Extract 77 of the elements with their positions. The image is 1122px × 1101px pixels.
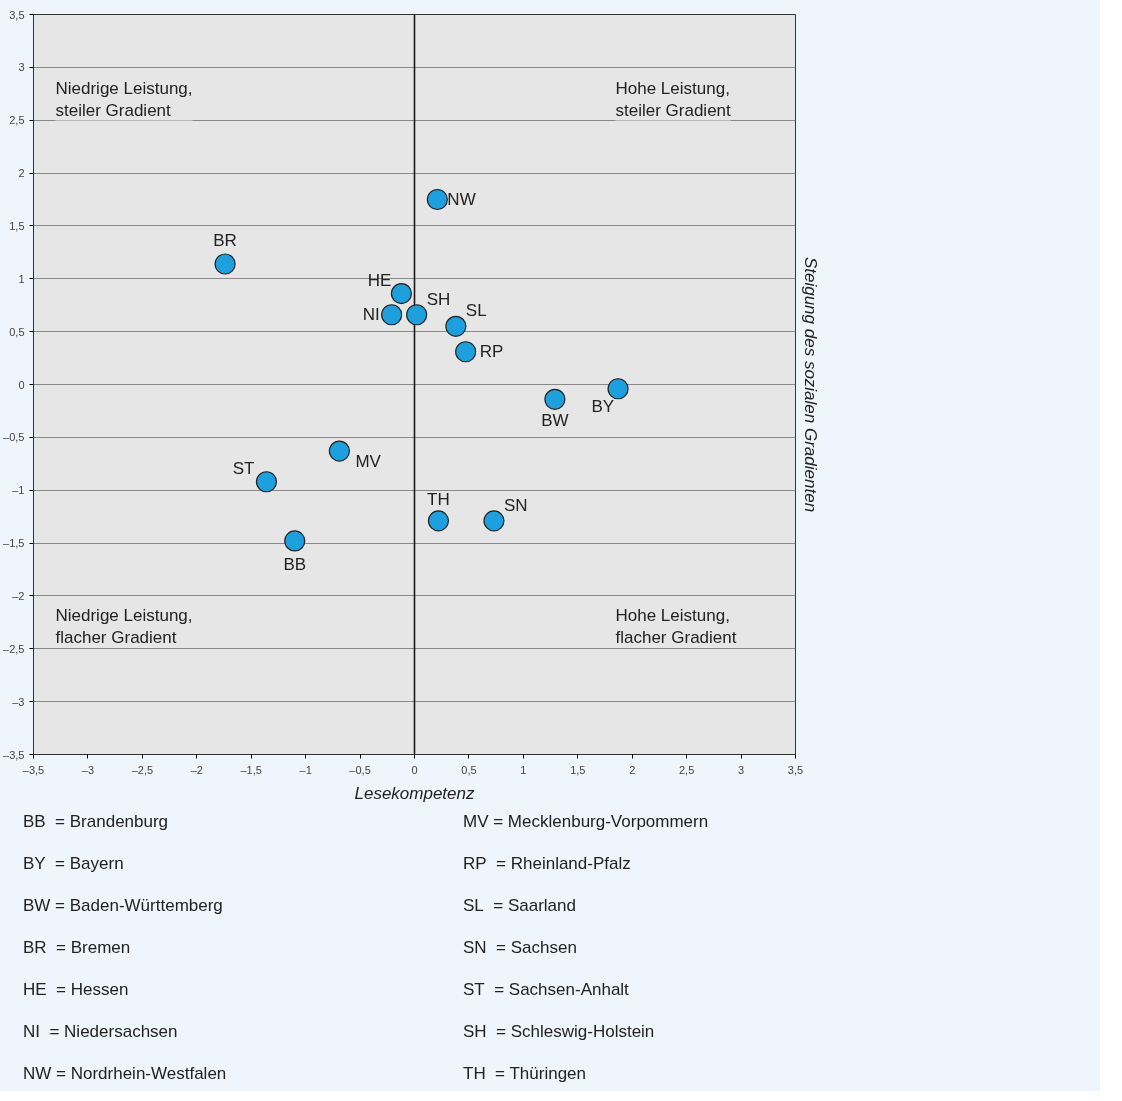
series-label: ST <box>232 458 255 478</box>
series-label: RP <box>479 342 504 362</box>
series-label: NI <box>362 305 380 325</box>
point <box>406 304 428 326</box>
point <box>483 510 505 532</box>
text: MV = Mecklenburg-Vorpommern <box>463 811 709 833</box>
text: SN = Sachsen <box>463 937 577 959</box>
series-label: HE <box>367 270 392 290</box>
point <box>544 388 566 410</box>
x-tick-label: 3 <box>738 763 745 776</box>
point <box>328 440 350 462</box>
x-tick-label: 2,5 <box>679 763 695 776</box>
x-tick-label: –2 <box>190 763 203 776</box>
point <box>607 378 629 400</box>
point <box>214 253 236 275</box>
annotation: Hohe Leistung, steiler Gradient <box>615 78 732 121</box>
x-tick-label: 2 <box>629 763 636 776</box>
y-tick-label: –1,5 <box>3 537 25 550</box>
point <box>445 315 467 337</box>
series-label: SL <box>465 301 487 321</box>
y-tick-label: –3,5 <box>3 748 25 761</box>
y-axis-title: Steigung des sozialen Gradienten <box>800 256 820 513</box>
text: RP = Rheinland-Pfalz <box>463 853 631 875</box>
y-tick-label: 0 <box>18 378 25 391</box>
y-tick-label: –2,5 <box>3 642 25 655</box>
point <box>455 341 477 363</box>
y-tick-label: 2,5 <box>9 114 25 127</box>
x-tick-label: 1 <box>520 763 527 776</box>
x-tick-label: –1,5 <box>240 763 262 776</box>
series-label: NW <box>447 190 476 209</box>
text: TH = Thüringen <box>463 1063 587 1085</box>
text: ST = Sachsen-Anhalt <box>463 979 629 1001</box>
x-tick-label: –1 <box>299 763 312 776</box>
text: BY = Bayern <box>23 853 124 875</box>
series-label: SH <box>426 289 451 309</box>
text: NI = Niedersachsen <box>23 1021 178 1043</box>
annotation: Niedrige Leistung, flacher Gradient <box>55 605 193 648</box>
y-tick-label: –3 <box>12 695 25 708</box>
point <box>255 471 278 493</box>
x-tick-label: 0 <box>411 763 418 776</box>
y-tick-label: 0,5 <box>9 325 25 338</box>
series-label: SN <box>503 495 528 515</box>
y-tick-label: 1 <box>18 272 25 285</box>
x-axis-title: Lesekompetenz <box>354 783 476 803</box>
series-label: BW <box>541 411 569 431</box>
y-tick-label: 2 <box>18 167 25 180</box>
text: NW = Nordrhein-Westfalen <box>23 1063 227 1085</box>
point <box>427 510 450 532</box>
point <box>390 283 413 305</box>
y-tick-label: –0,5 <box>3 431 25 444</box>
text: HE = Hessen <box>23 979 129 1001</box>
text: BB = Brandenburg <box>23 811 169 833</box>
text: BW = Baden-Württemberg <box>23 895 223 917</box>
series-label: MV <box>355 451 382 471</box>
y-tick-label: 3 <box>18 61 25 74</box>
x-tick-label: 3,5 <box>787 763 804 776</box>
x-tick-label: 0,5 <box>461 763 477 776</box>
annotation: Niedrige Leistung, steiler Gradient <box>55 78 193 121</box>
text: SL = Saarland <box>463 895 576 917</box>
x-tick-label: –3 <box>81 763 95 776</box>
x-tick-label: –0,5 <box>349 763 371 776</box>
x-tick-label: –2,5 <box>131 763 154 776</box>
y-tick-label: 3,5 <box>9 8 25 21</box>
point <box>381 304 403 326</box>
series-label: BB <box>283 554 307 574</box>
y-tick-label: –2 <box>12 589 25 602</box>
point <box>426 188 448 211</box>
series-label: BR <box>213 230 237 250</box>
annotation: Hohe Leistung, flacher Gradient <box>615 605 737 648</box>
series-label: TH <box>427 489 450 509</box>
y-tick-label: –1 <box>12 484 25 497</box>
point <box>284 530 306 552</box>
series-label: BY <box>591 396 615 416</box>
x-tick-label: 1,5 <box>570 763 586 776</box>
text: SH = Schleswig-Holstein <box>463 1021 655 1043</box>
text: BR = Bremen <box>23 937 131 959</box>
y-tick-label: 1,5 <box>9 219 25 232</box>
